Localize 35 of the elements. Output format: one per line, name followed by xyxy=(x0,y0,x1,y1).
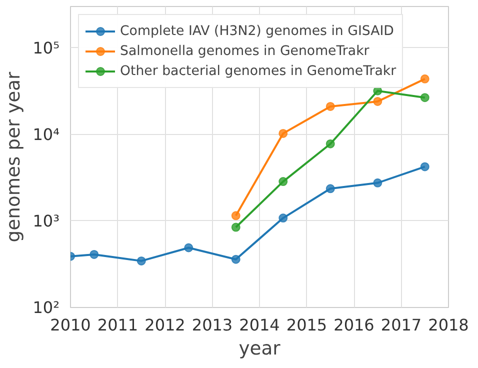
y-tick-label: 10² xyxy=(32,298,60,317)
point xyxy=(231,211,240,220)
point xyxy=(373,96,382,106)
point xyxy=(90,250,99,259)
legend-label: Complete IAV (H3N2) genomes in GISAID xyxy=(120,24,394,38)
y-tick-label: 10⁴ xyxy=(32,124,60,144)
x-tick-label: 2010 xyxy=(50,316,91,334)
point xyxy=(278,214,288,223)
point xyxy=(231,222,240,232)
legend-label: Other bacterial genomes in GenomeTrakr xyxy=(120,64,396,78)
point xyxy=(420,162,430,172)
point xyxy=(420,74,430,84)
point xyxy=(326,139,335,148)
y-tick-label: 10³ xyxy=(32,211,60,230)
x-tick-label: 2013 xyxy=(192,316,233,334)
y-axis-title: genomes per year xyxy=(4,71,25,242)
y-tick-label: 10⁵ xyxy=(32,38,60,58)
point xyxy=(184,243,194,252)
x-tick-label: 2018 xyxy=(428,316,469,334)
x-axis-title: year xyxy=(238,338,281,360)
x-tick-label: 2017 xyxy=(380,316,422,334)
point xyxy=(136,256,146,266)
x-tick-label: 2011 xyxy=(97,316,138,334)
x-tick-label: 2014 xyxy=(239,316,280,334)
x-tick-label: 2016 xyxy=(334,316,374,334)
point xyxy=(278,177,288,186)
point xyxy=(326,102,335,111)
point xyxy=(420,93,430,102)
point xyxy=(326,184,335,194)
point xyxy=(231,254,240,264)
x-tick-label: 2015 xyxy=(286,316,328,334)
point xyxy=(278,128,288,138)
point xyxy=(373,178,382,188)
legend-label: Salmonella genomes in GenomeTrakr xyxy=(120,44,370,58)
x-tick-label: 2012 xyxy=(144,316,186,334)
